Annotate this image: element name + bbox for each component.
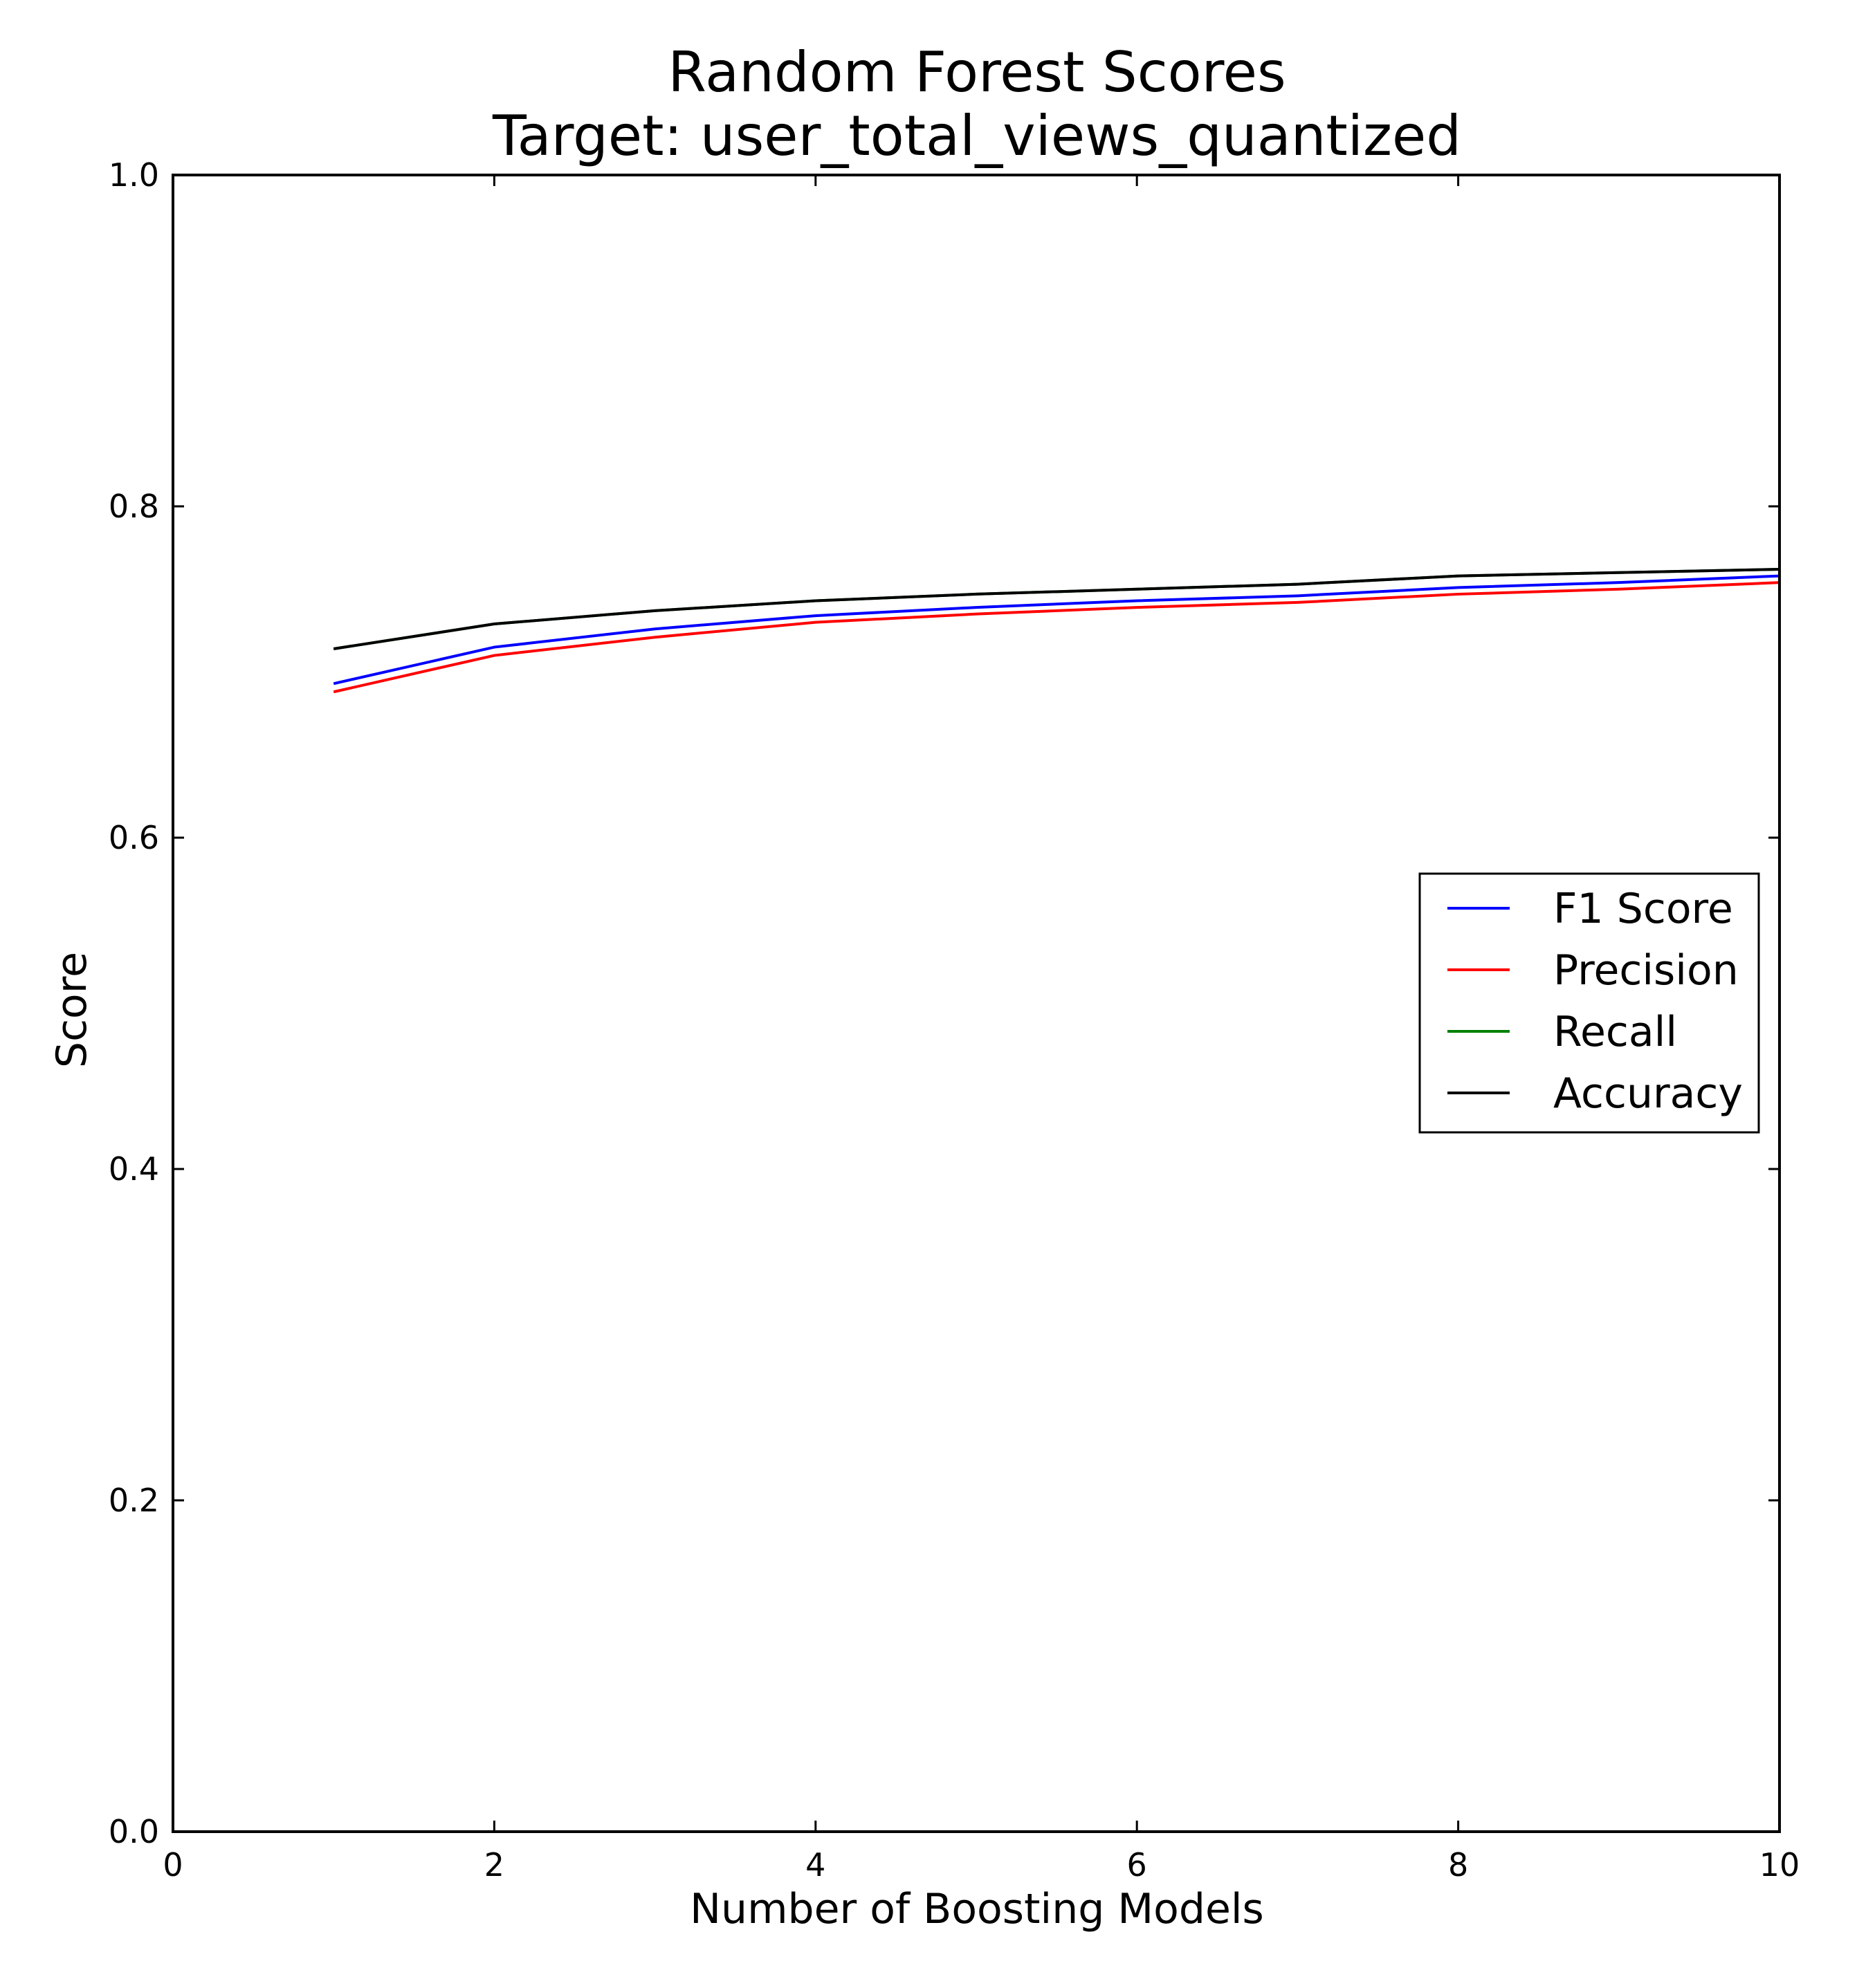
legend-label-recall: Recall (1553, 1008, 1677, 1056)
y-axis-label: Score (48, 952, 96, 1068)
x-tick-label: 0 (163, 1846, 183, 1884)
legend: F1 Score Precision Recall Accuracy (1418, 872, 1760, 1134)
y-tick-label: 0.2 (109, 1482, 159, 1519)
x-tick-label: 10 (1759, 1846, 1800, 1884)
x-tick-label: 4 (805, 1846, 825, 1884)
legend-label-accuracy: Accuracy (1553, 1069, 1743, 1118)
x-tick-label: 8 (1448, 1846, 1468, 1884)
series-layer (333, 568, 1780, 694)
ticks-layer: 0 2 4 6 8 10 0.0 0.2 0.4 0.6 0.8 1.0 (109, 156, 1800, 1884)
x-tick-label: 6 (1127, 1846, 1147, 1884)
legend-box (1418, 872, 1760, 1134)
y-tick-label: 0.0 (109, 1813, 159, 1850)
x-axis-label: Number of Boosting Models (690, 1885, 1264, 1933)
chart-title: Random Forest Scores (668, 40, 1286, 104)
plot-frame (172, 174, 1781, 1833)
series-line-f1-score (333, 574, 1780, 685)
legend-label-precision: Precision (1553, 946, 1739, 995)
chart-subtitle: Target: user_total_views_quantized (492, 104, 1461, 168)
series-line-accuracy (333, 568, 1780, 650)
y-tick-label: 1.0 (109, 156, 159, 194)
y-tick-label: 0.8 (109, 488, 159, 525)
series-line-precision (333, 581, 1780, 694)
legend-label-f1-score: F1 Score (1553, 885, 1733, 933)
x-tick-label: 2 (484, 1846, 504, 1884)
y-tick-label: 0.6 (109, 819, 159, 856)
y-tick-label: 0.4 (109, 1150, 159, 1188)
